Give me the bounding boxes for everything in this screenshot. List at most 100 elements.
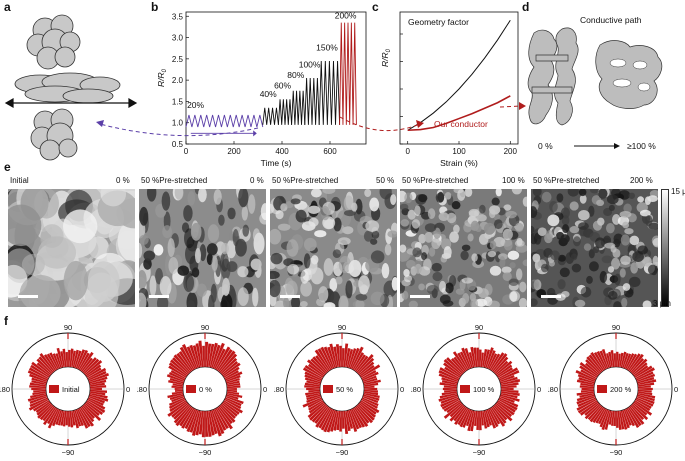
panel-label-f: f [4,314,8,328]
surface-grain [100,189,127,207]
histogram-bar [314,349,331,372]
histogram-bar [459,408,470,428]
histogram-bar [468,352,475,368]
surface-grain [637,196,644,203]
surface-grain [174,189,184,200]
surface-grain [489,240,497,250]
legend-swatch [323,385,333,393]
histogram-bar [226,382,241,387]
surface-grain [629,235,640,246]
histogram-bar [635,371,654,381]
surface-grain [232,228,239,247]
surface-grain [601,255,613,264]
histogram-bar [351,346,364,370]
histogram-bar [336,410,341,431]
surface-grain [522,196,527,207]
surface-grain [437,191,445,203]
histogram-bar [186,409,198,433]
surface-grain [139,242,143,259]
histogram-bar [29,382,47,387]
surface-grain [403,269,410,277]
histogram-bar [304,377,322,384]
histogram-bar [89,392,108,399]
histogram-bar [499,394,520,402]
series-40pct [262,107,279,125]
histogram-bar [87,370,107,381]
polar-chart-50: 50 % 90 180 0 −90 [274,323,404,457]
histogram-bar [576,379,595,386]
histogram-bar [315,406,331,428]
surface-grain [643,256,652,267]
histogram-bar [441,398,460,410]
histogram-bar [617,353,621,368]
histogram-bar [311,404,328,423]
histogram-bar [31,387,47,391]
surface-grain [438,212,450,222]
angle-label-0: 0 [263,385,267,394]
histogram-bar [348,348,357,369]
histogram-bar [171,391,184,395]
surface-grain [509,291,518,302]
surface-grain [461,277,473,284]
histogram-bar [168,397,186,406]
histogram-bar [590,351,605,372]
histogram-bar [224,398,242,410]
histogram-bar [168,362,188,377]
panel-label-a: a [4,0,11,14]
surface-grain [644,196,651,205]
histogram-bar [499,375,515,383]
histogram-bar [498,398,518,411]
surface-grain [335,276,343,285]
histogram-bar [222,401,240,415]
histogram-bar [78,352,90,371]
histogram-bar [443,400,461,412]
histogram-bar [630,358,645,374]
surface-grain [514,222,524,233]
histogram-bar [596,351,607,370]
surface-grain [428,247,436,257]
surface-grain [308,217,319,227]
histogram-bar [444,389,458,393]
surface-grain [418,194,428,203]
histogram-bar [449,403,464,418]
histogram-bar [65,410,68,426]
surface-grain [222,277,230,296]
surface-grain [149,275,157,297]
histogram-bar [209,342,218,368]
surface-grain [400,244,407,253]
histogram-bar [630,404,645,421]
surface-grain [589,189,600,194]
histogram-bar [604,410,612,430]
strain-annotation: 150% [316,42,338,52]
histogram-bar [169,400,187,412]
histogram-bar [214,348,226,370]
surface-grain [652,255,658,267]
histogram-bar [494,403,513,422]
surface-grain [583,243,592,251]
surface-grain [578,222,589,230]
histogram-bar [170,370,186,380]
histogram-bar [606,353,612,368]
histogram-bar [308,389,321,393]
histogram-bar [635,367,655,380]
surface-grain [369,197,380,212]
surface-grain [432,271,443,282]
histogram-bar [47,408,59,429]
histogram-bar [623,409,632,426]
surface-grain [307,205,321,215]
series-60pct [277,99,293,125]
angle-label-180: 180 [137,385,147,394]
histogram-bar [85,364,102,377]
surface-grain [418,233,426,244]
histogram-bar [441,391,458,396]
histogram-bar [599,350,609,369]
surface-grain [404,192,413,204]
series-80pct [291,90,306,125]
surface-grain [371,230,380,239]
surface-grain [619,268,626,278]
histogram-bar [36,358,53,375]
strain-annotation: 60% [274,81,291,91]
surface-grain [252,287,259,307]
angle-label-90: 90 [64,323,72,332]
histogram-bar [302,367,323,380]
